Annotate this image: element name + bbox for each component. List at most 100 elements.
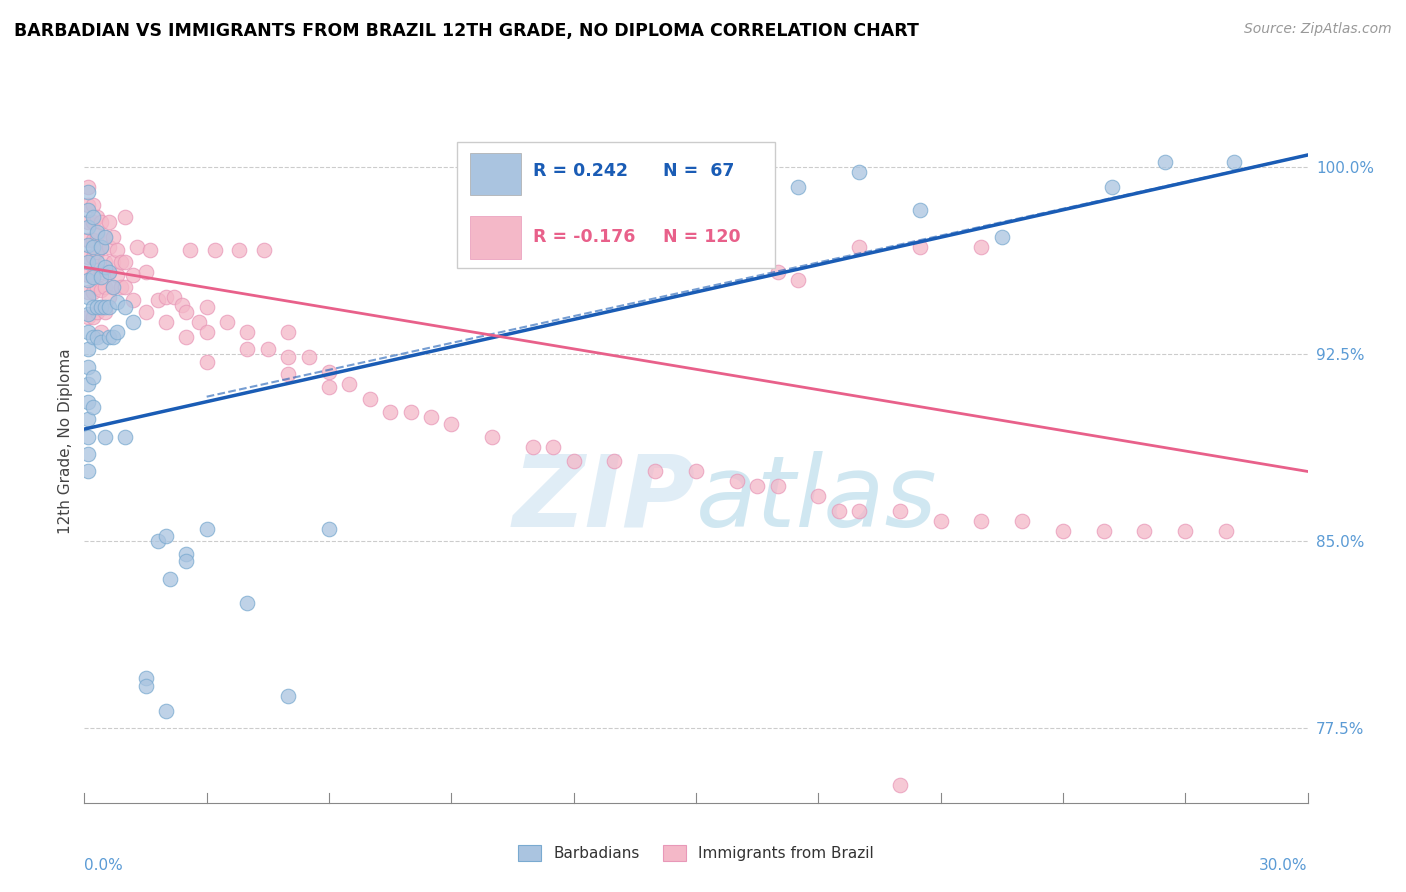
Point [82, 250, 104, 264]
FancyBboxPatch shape [470, 153, 522, 195]
Text: N = 120: N = 120 [664, 228, 741, 246]
Point [174, 554, 197, 568]
Point [146, 293, 169, 307]
Point [747, 479, 769, 493]
Point [114, 280, 136, 294]
Point [77, 290, 100, 304]
Text: atlas: atlas [696, 450, 938, 548]
Point [90, 265, 112, 279]
Point [93, 305, 115, 319]
Point [929, 514, 952, 528]
Point [1215, 524, 1237, 539]
Point [77, 272, 100, 286]
Point [155, 529, 177, 543]
Point [82, 198, 104, 212]
Point [236, 325, 259, 339]
Text: Source: ZipAtlas.com: Source: ZipAtlas.com [1244, 22, 1392, 37]
Point [77, 250, 100, 264]
Point [277, 689, 299, 703]
Point [90, 300, 112, 314]
Point [543, 440, 565, 454]
Point [1011, 514, 1033, 528]
Point [97, 330, 120, 344]
Point [174, 305, 197, 319]
Point [90, 334, 112, 349]
Point [155, 315, 177, 329]
Point [1101, 180, 1123, 194]
Point [163, 290, 186, 304]
Point [93, 255, 115, 269]
Point [86, 330, 108, 344]
Point [848, 165, 870, 179]
Point [101, 230, 124, 244]
Point [644, 465, 666, 479]
Point [991, 230, 1014, 244]
Point [135, 671, 157, 685]
Point [82, 285, 104, 299]
Point [135, 265, 157, 279]
Point [807, 489, 830, 503]
Point [101, 330, 124, 344]
Point [725, 475, 748, 489]
Point [195, 325, 218, 339]
Point [380, 404, 402, 418]
Point [82, 300, 104, 314]
Point [77, 198, 100, 212]
Point [114, 300, 136, 314]
Text: 30.0%: 30.0% [1260, 857, 1308, 872]
Point [86, 245, 108, 260]
Point [787, 272, 810, 286]
Point [77, 377, 100, 392]
Point [82, 268, 104, 282]
Point [122, 315, 145, 329]
Point [1174, 524, 1197, 539]
Point [339, 377, 361, 392]
Point [195, 522, 218, 536]
Point [318, 380, 340, 394]
Point [970, 240, 993, 254]
Point [848, 240, 870, 254]
Point [562, 454, 585, 468]
FancyBboxPatch shape [457, 142, 776, 268]
Point [114, 429, 136, 443]
Point [90, 270, 112, 285]
Point [1092, 524, 1115, 539]
Point [90, 325, 112, 339]
Point [77, 255, 100, 269]
Point [110, 280, 132, 294]
Point [77, 233, 100, 247]
Point [97, 300, 120, 314]
Point [101, 280, 124, 294]
Point [155, 290, 177, 304]
Point [277, 325, 299, 339]
Point [86, 300, 108, 314]
Point [77, 308, 100, 322]
Point [1052, 524, 1074, 539]
Point [77, 325, 100, 339]
Point [97, 265, 120, 279]
Point [359, 392, 381, 407]
Point [122, 268, 145, 282]
Point [204, 243, 226, 257]
Point [135, 679, 157, 693]
Point [101, 255, 124, 269]
Point [77, 186, 100, 200]
Point [97, 215, 120, 229]
Point [82, 369, 104, 384]
Point [257, 343, 280, 357]
Point [93, 260, 115, 274]
Point [82, 330, 104, 344]
Point [522, 173, 544, 187]
Point [253, 243, 276, 257]
Point [77, 220, 100, 235]
Text: 0.0%: 0.0% [84, 857, 124, 872]
Point [889, 504, 911, 518]
Point [90, 240, 112, 254]
Point [910, 240, 932, 254]
Point [172, 297, 194, 311]
Point [97, 290, 120, 304]
Point [77, 268, 100, 282]
Text: ZIP: ZIP [513, 450, 696, 548]
Point [889, 778, 911, 792]
Point [174, 330, 197, 344]
